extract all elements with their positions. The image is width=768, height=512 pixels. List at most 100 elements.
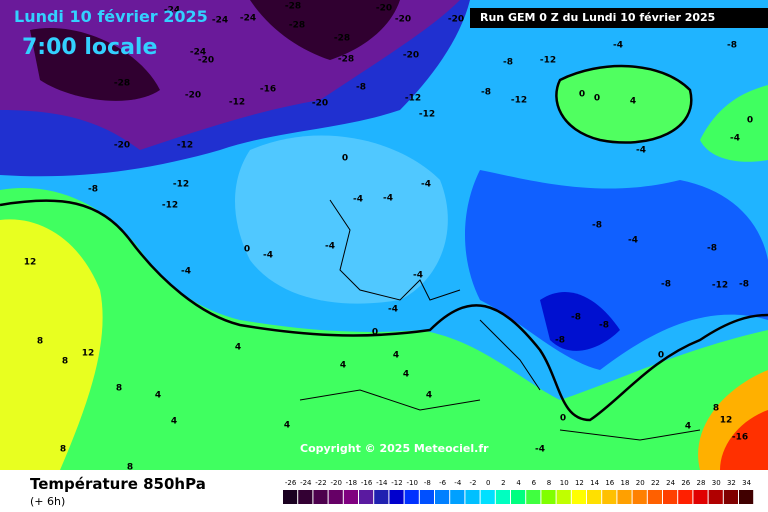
date-title: Lundi 10 février 2025 bbox=[14, 7, 208, 26]
isotherm-label: -20 bbox=[198, 56, 214, 66]
isotherm-label: -28 bbox=[114, 79, 130, 89]
isotherm-label: -20 bbox=[448, 15, 464, 25]
isotherm-label: -12 bbox=[173, 180, 189, 190]
isotherm-label: 12 bbox=[24, 258, 37, 268]
region-mild-ne bbox=[700, 85, 768, 162]
region-warm bbox=[0, 219, 103, 470]
isotherm-label: -8 bbox=[356, 83, 366, 93]
isotherm-label: 8 bbox=[60, 445, 66, 455]
isotherm-label: -8 bbox=[661, 280, 671, 290]
scale-label: -10 bbox=[406, 479, 417, 487]
scale-swatch bbox=[359, 490, 374, 504]
coastline bbox=[299, 199, 701, 441]
isotherm-label: -12 bbox=[511, 96, 527, 106]
isotherm-label: 0 bbox=[658, 351, 664, 361]
isotherm-label: -4 bbox=[383, 194, 393, 204]
scale-label: 12 bbox=[575, 479, 584, 487]
isotherm-label: -4 bbox=[413, 271, 423, 281]
time-title: 7:00 locale bbox=[22, 35, 157, 60]
isotherm-label: -12 bbox=[229, 98, 245, 108]
scale-swatch bbox=[693, 490, 708, 504]
scale-swatch bbox=[313, 490, 328, 504]
scale-swatch bbox=[465, 490, 480, 504]
scale-swatch bbox=[708, 490, 723, 504]
isotherm-label: -8 bbox=[727, 41, 737, 51]
isotherm-label: 0 bbox=[372, 328, 378, 338]
isotherm-label: 0 bbox=[594, 94, 600, 104]
region-cool bbox=[465, 170, 768, 370]
isotherm-label: 4 bbox=[685, 422, 691, 432]
scale-label: 24 bbox=[666, 479, 675, 487]
scale-label: -22 bbox=[315, 479, 326, 487]
scale-swatch bbox=[587, 490, 602, 504]
isotherm-label: -12 bbox=[540, 56, 556, 66]
scale-label: -18 bbox=[346, 479, 357, 487]
scale-swatch bbox=[419, 490, 434, 504]
isotherm-label: -4 bbox=[636, 146, 646, 156]
isotherm-label: -4 bbox=[421, 180, 431, 190]
isotherm-label: -24 bbox=[164, 6, 180, 16]
footer-subtitle: (+ 6h) bbox=[30, 495, 65, 508]
isotherm-label: -4 bbox=[353, 195, 363, 205]
scale-swatch bbox=[495, 490, 510, 504]
scale-swatch bbox=[343, 490, 358, 504]
isotherm-label: -8 bbox=[481, 88, 491, 98]
isotherm-label: 12 bbox=[720, 416, 733, 426]
scale-swatch bbox=[678, 490, 693, 504]
isotherm-label: -12 bbox=[405, 94, 421, 104]
region-cool-core bbox=[540, 291, 620, 351]
region-mild bbox=[0, 188, 768, 470]
scale-label: 30 bbox=[712, 479, 721, 487]
isotherm-label: -8 bbox=[599, 321, 609, 331]
isotherm-label: -4 bbox=[263, 251, 273, 261]
isotherm-label: 8 bbox=[37, 337, 43, 347]
isotherm-label: -4 bbox=[181, 267, 191, 277]
scale-label: 26 bbox=[681, 479, 690, 487]
isotherm-label: -24 bbox=[190, 48, 206, 58]
scale-label: 22 bbox=[651, 479, 660, 487]
isotherm-label: 0 bbox=[579, 90, 585, 100]
isotherm-label: -28 bbox=[338, 55, 354, 65]
isotherm-label: -4 bbox=[388, 305, 398, 315]
scale-label: -6 bbox=[439, 479, 447, 487]
scale-label: -12 bbox=[391, 479, 402, 487]
isotherm-label: -4 bbox=[730, 134, 740, 144]
isotherm-label: 8 bbox=[127, 463, 133, 473]
isotherm-label: -28 bbox=[334, 34, 350, 44]
isotherm-label: -8 bbox=[571, 313, 581, 323]
scale-swatch bbox=[283, 490, 298, 504]
isotherm-label: -28 bbox=[289, 21, 305, 31]
isotherm-label: -24 bbox=[212, 16, 228, 26]
scale-label: 18 bbox=[621, 479, 630, 487]
isotherm-label: 8 bbox=[713, 404, 719, 414]
scale-swatch bbox=[526, 490, 541, 504]
region-light bbox=[235, 135, 448, 304]
scale-label: -26 bbox=[285, 479, 297, 487]
isotherm-label: 4 bbox=[340, 361, 346, 371]
isotherm-label: -12 bbox=[712, 281, 728, 291]
scale-label: 2 bbox=[501, 479, 505, 487]
scale-swatch bbox=[541, 490, 556, 504]
isotherm-label: -8 bbox=[88, 185, 98, 195]
isotherm-label: 4 bbox=[630, 97, 636, 107]
isotherm-label: -20 bbox=[185, 91, 201, 101]
zero-isotherm bbox=[0, 199, 768, 422]
scale-label: -2 bbox=[470, 479, 477, 487]
isotherm-label: -12 bbox=[177, 141, 193, 151]
run-banner bbox=[470, 8, 768, 28]
isotherm-label: -16 bbox=[732, 433, 748, 443]
isotherm-label: 12 bbox=[82, 349, 95, 359]
isotherm-label: 4 bbox=[235, 343, 241, 353]
scale-label: -4 bbox=[454, 479, 462, 487]
scale-label: 34 bbox=[742, 479, 751, 487]
run-title: Run GEM 0 Z du Lundi 10 février 2025 bbox=[480, 11, 715, 24]
isotherm-label: -12 bbox=[162, 201, 178, 211]
scale-label: -14 bbox=[376, 479, 388, 487]
isotherm-label: 0 bbox=[342, 154, 348, 164]
scale-label: -20 bbox=[330, 479, 341, 487]
isotherm-label: -4 bbox=[325, 242, 335, 252]
scale-swatch bbox=[389, 490, 404, 504]
scale-swatch bbox=[602, 490, 617, 504]
